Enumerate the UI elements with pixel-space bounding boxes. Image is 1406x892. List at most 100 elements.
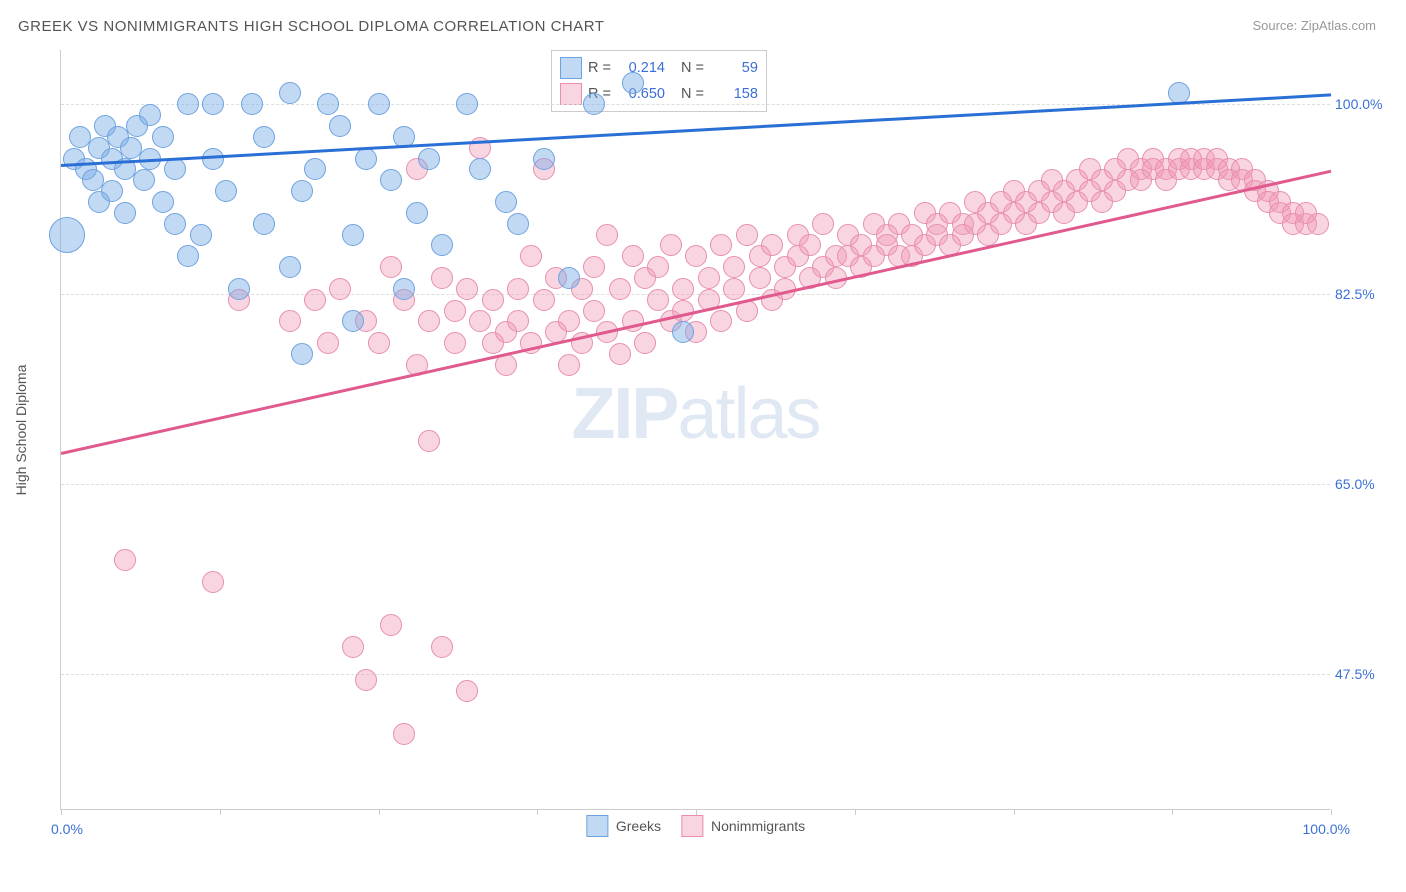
- nonimmigrants-marker: [660, 234, 682, 256]
- gridline: [61, 294, 1330, 295]
- x-tick: [855, 809, 856, 815]
- greeks-marker: [418, 148, 440, 170]
- x-tick: [537, 809, 538, 815]
- nonimmigrants-marker: [418, 310, 440, 332]
- bottom-legend: Greeks Nonimmigrants: [586, 815, 805, 837]
- greeks-marker: [406, 202, 428, 224]
- greeks-marker: [558, 267, 580, 289]
- bottom-label-nonimmigrants: Nonimmigrants: [711, 818, 805, 834]
- chart-title: GREEK VS NONIMMIGRANTS HIGH SCHOOL DIPLO…: [18, 18, 604, 35]
- nonimmigrants-marker: [723, 278, 745, 300]
- x-axis-max-label: 100.0%: [1303, 821, 1350, 837]
- x-tick: [220, 809, 221, 815]
- bottom-legend-nonimmigrants: Nonimmigrants: [681, 815, 805, 837]
- greeks-marker: [431, 234, 453, 256]
- nonimmigrants-marker: [279, 310, 301, 332]
- watermark-atlas: atlas: [677, 374, 819, 454]
- nonimmigrants-marker: [710, 234, 732, 256]
- greeks-marker: [304, 158, 326, 180]
- x-tick: [1172, 809, 1173, 815]
- greeks-marker: [533, 148, 555, 170]
- nonimmigrants-marker: [710, 310, 732, 332]
- greeks-marker: [355, 148, 377, 170]
- greeks-marker: [253, 213, 275, 235]
- greeks-marker: [49, 217, 85, 253]
- greeks-marker: [101, 180, 123, 202]
- nonimmigrants-marker: [202, 571, 224, 593]
- x-tick: [1014, 809, 1015, 815]
- greeks-n-value: 59: [710, 60, 758, 76]
- greeks-marker: [177, 93, 199, 115]
- n-label: N =: [681, 60, 704, 76]
- nonimmigrants-marker: [444, 332, 466, 354]
- greeks-marker: [291, 180, 313, 202]
- nonimmigrants-marker: [507, 278, 529, 300]
- greeks-marker: [393, 278, 415, 300]
- watermark: ZIPatlas: [571, 373, 819, 455]
- nonimmigrants-marker: [456, 680, 478, 702]
- nonimmigrants-marker: [380, 256, 402, 278]
- greeks-marker: [291, 343, 313, 365]
- greeks-marker: [495, 191, 517, 213]
- nonimmigrants-marker: [431, 636, 453, 658]
- greeks-marker: [164, 213, 186, 235]
- nonimmigrants-marker: [444, 300, 466, 322]
- y-axis-title: High School Diploma: [13, 364, 29, 495]
- nonimmigrants-marker: [799, 234, 821, 256]
- nonimmigrants-marker: [609, 343, 631, 365]
- greeks-marker: [215, 180, 237, 202]
- bottom-swatch-nonimmigrants: [681, 815, 703, 837]
- greeks-marker: [469, 158, 491, 180]
- legend-swatch-nonimmigrants: [560, 83, 582, 105]
- nonimmigrants-marker: [380, 614, 402, 636]
- greeks-marker: [317, 93, 339, 115]
- bottom-label-greeks: Greeks: [616, 818, 661, 834]
- nonimmigrants-marker: [596, 224, 618, 246]
- greeks-marker: [279, 256, 301, 278]
- nonimmigrants-marker: [507, 310, 529, 332]
- nonimmigrants-marker: [304, 289, 326, 311]
- y-tick-label: 82.5%: [1335, 286, 1390, 302]
- greeks-marker: [342, 224, 364, 246]
- nonimmigrants-marker: [723, 256, 745, 278]
- greeks-marker: [202, 148, 224, 170]
- nonimmigrants-marker: [583, 256, 605, 278]
- nonimmigrants-marker: [647, 289, 669, 311]
- nonimmigrants-marker: [114, 549, 136, 571]
- nonimmigrants-marker: [609, 278, 631, 300]
- nonimmigrants-marker: [520, 245, 542, 267]
- nonimmigrants-marker: [634, 332, 656, 354]
- x-tick: [696, 809, 697, 815]
- nonimmigrants-marker: [368, 332, 390, 354]
- nonimmigrants-marker: [672, 278, 694, 300]
- nonimmigrants-marker: [698, 267, 720, 289]
- nonimmigrants-marker: [761, 234, 783, 256]
- nonimmigrants-trendline: [61, 169, 1332, 454]
- nonimmigrants-marker: [469, 310, 491, 332]
- nonimmigrants-marker: [418, 430, 440, 452]
- gridline: [61, 484, 1330, 485]
- y-tick-label: 47.5%: [1335, 666, 1390, 682]
- greeks-marker: [164, 158, 186, 180]
- nonimmigrants-marker: [329, 278, 351, 300]
- greeks-marker: [583, 93, 605, 115]
- greeks-marker: [139, 104, 161, 126]
- greeks-marker: [202, 93, 224, 115]
- nonimmigrants-marker: [482, 289, 504, 311]
- x-tick: [1331, 809, 1332, 815]
- nonimmigrants-marker: [342, 636, 364, 658]
- x-tick: [379, 809, 380, 815]
- legend-swatch-greeks: [560, 57, 582, 79]
- x-tick: [61, 809, 62, 815]
- y-tick-label: 65.0%: [1335, 476, 1390, 492]
- nonimmigrants-marker: [749, 267, 771, 289]
- nonimmigrants-marker: [736, 224, 758, 246]
- chart-container: GREEK VS NONIMMIGRANTS HIGH SCHOOL DIPLO…: [0, 0, 1406, 892]
- watermark-zip: ZIP: [571, 374, 677, 454]
- bottom-swatch-greeks: [586, 815, 608, 837]
- y-tick-label: 100.0%: [1335, 96, 1390, 112]
- greeks-marker: [342, 310, 364, 332]
- greeks-marker: [253, 126, 275, 148]
- nonimmigrants-marker: [393, 723, 415, 745]
- greeks-marker: [507, 213, 529, 235]
